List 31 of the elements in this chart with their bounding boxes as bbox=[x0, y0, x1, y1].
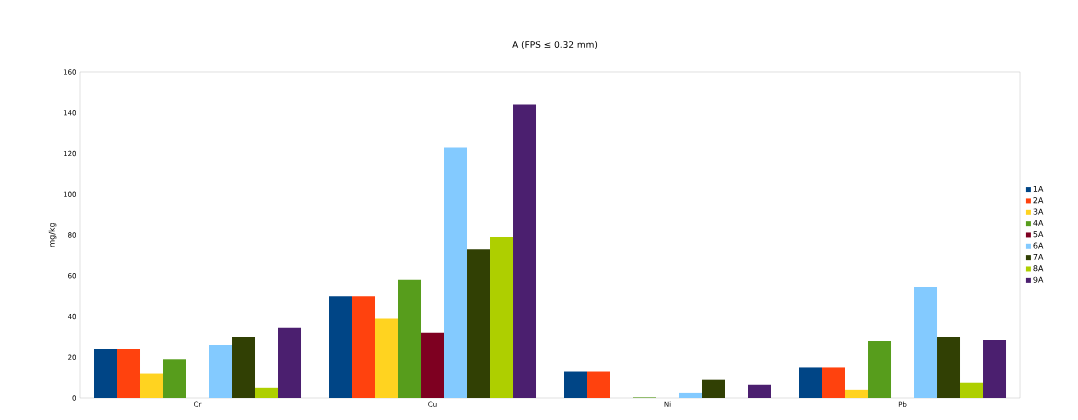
bar bbox=[799, 367, 823, 398]
bar bbox=[490, 237, 514, 398]
bar bbox=[983, 339, 1007, 398]
bar bbox=[232, 336, 256, 398]
bar bbox=[868, 340, 892, 398]
bar bbox=[960, 382, 984, 398]
bar bbox=[398, 279, 422, 398]
bar bbox=[587, 371, 611, 398]
bar bbox=[421, 332, 445, 398]
bar bbox=[255, 387, 279, 398]
bar bbox=[209, 345, 233, 398]
bar bbox=[702, 379, 726, 398]
bar bbox=[140, 373, 164, 398]
bar bbox=[329, 296, 353, 398]
bar bbox=[163, 359, 187, 398]
bar bbox=[564, 371, 588, 398]
bar bbox=[375, 318, 399, 398]
bar bbox=[467, 249, 491, 398]
bar bbox=[444, 147, 468, 398]
bar bbox=[94, 349, 118, 398]
bar bbox=[937, 336, 961, 398]
chart-title: A (FPS ≤ 0.32 mm) bbox=[512, 41, 598, 49]
bar bbox=[822, 367, 846, 398]
bar bbox=[513, 104, 537, 398]
bar bbox=[352, 296, 376, 398]
bar bbox=[679, 392, 703, 398]
bar bbox=[117, 349, 141, 398]
bar bbox=[748, 384, 772, 398]
bar bbox=[845, 389, 869, 398]
bar bbox=[278, 327, 302, 398]
bar bbox=[914, 286, 938, 398]
